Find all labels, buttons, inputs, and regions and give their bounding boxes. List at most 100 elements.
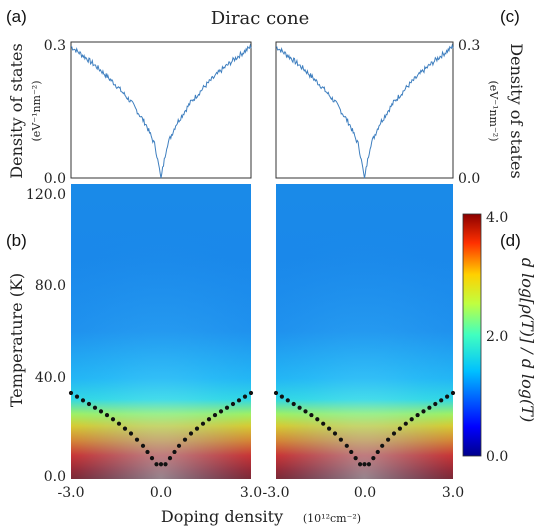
overlay-point — [397, 426, 402, 431]
heat-ytick-40: 40.0 — [35, 370, 66, 386]
dos-a-ytick-bottom: 0.0 — [44, 171, 66, 187]
xlabel-doping: Doping density — [161, 507, 283, 526]
overlay-point — [134, 437, 140, 442]
overlay-point — [309, 412, 314, 418]
overlay-point — [375, 449, 380, 455]
overlay-point — [172, 449, 177, 455]
overlay-point — [439, 398, 444, 403]
overlay-point — [116, 421, 122, 426]
panel-label-d: (d) — [500, 231, 521, 250]
overlay-point — [303, 409, 308, 414]
colorbar-label: d log[ρ(T)] / d log(T) — [518, 258, 537, 422]
overlay-point — [248, 390, 254, 396]
overlay-point — [194, 426, 200, 431]
overlay-point — [74, 394, 80, 399]
heatmap-panel-b: 120.0 80.0 40.0 0.0 Temperature (K) -3.0… — [7, 184, 262, 501]
heat-d-xtick-mid: 0.0 — [354, 485, 376, 501]
overlay-point — [188, 431, 194, 436]
overlay-point — [403, 421, 408, 426]
overlay-point — [140, 443, 146, 448]
overlay-point — [371, 456, 376, 461]
figure-title: Dirac cone — [211, 8, 310, 29]
overlay-point — [212, 412, 218, 418]
heat-d-xtick-left: -3.0 — [263, 485, 290, 501]
overlay-point — [163, 462, 168, 467]
overlay-point — [421, 409, 426, 414]
overlay-point — [315, 417, 320, 422]
overlay-point — [391, 431, 397, 436]
panel-label-b: (b) — [6, 231, 27, 250]
overlay-point — [380, 443, 385, 448]
panel-label-c: (c) — [500, 7, 520, 26]
xlabel-doping-unit: (10¹²cm⁻²) — [303, 512, 361, 525]
colorbar-tick-0: 0.0 — [486, 449, 508, 465]
overlay-point — [86, 401, 92, 407]
dos-a-ylabel: Density of states — [7, 43, 26, 178]
overlay-point — [145, 449, 150, 455]
heatmap-panel-d: -3.0 0.0 3.0 — [263, 184, 464, 501]
overlay-point — [230, 401, 236, 407]
overlay-point — [200, 421, 206, 426]
overlay-point — [206, 417, 212, 422]
overlay-point — [80, 398, 86, 403]
overlay-point — [242, 394, 248, 399]
overlay-point — [167, 456, 173, 461]
overlay-point — [149, 456, 155, 461]
panel-label-a: (a) — [6, 7, 27, 26]
overlay-point — [321, 421, 326, 426]
heat-b-xtick-right: 3.0 — [240, 485, 262, 501]
overlay-point — [182, 437, 188, 442]
overlay-point — [273, 390, 279, 396]
overlay-point — [218, 409, 224, 414]
overlay-point — [236, 398, 242, 403]
overlay-point — [344, 443, 349, 448]
overlay-point — [415, 412, 420, 418]
overlay-point — [98, 409, 104, 414]
heat-ytick-80: 80.0 — [35, 278, 66, 294]
heat-ytick-0: 0.0 — [44, 469, 66, 485]
overlay-point — [279, 394, 284, 399]
overlay-point — [297, 405, 302, 410]
dos-series-line-a — [70, 43, 252, 179]
overlay-point — [433, 401, 438, 407]
overlay-points-d — [273, 390, 456, 467]
overlay-point — [349, 449, 354, 455]
dos-series-line-c — [275, 43, 454, 179]
dos-panel-a: 0.3 0.0 Density of states (eV⁻¹nm⁻²) — [7, 38, 252, 187]
overlay-point — [122, 426, 128, 431]
overlay-point — [224, 405, 230, 410]
overlay-point — [104, 412, 110, 418]
overlay-point — [291, 401, 296, 407]
overlay-point — [445, 394, 450, 399]
overlay-point — [362, 462, 367, 467]
dos-a-ylabel-unit: (eV⁻¹nm⁻²) — [30, 81, 43, 142]
overlay-point — [366, 462, 372, 467]
overlay-point — [285, 398, 290, 403]
overlay-point — [409, 417, 414, 422]
colorbar-tick-2: 2.0 — [486, 329, 508, 345]
dos-panel-c: 0.3 0.0 Density of states (eV⁻¹nm⁻²) — [275, 38, 526, 187]
overlay-point — [386, 437, 391, 442]
overlay-point — [110, 417, 116, 422]
overlay-point — [338, 437, 343, 442]
colorbar: 4.0 2.0 0.0 d log[ρ(T)] / d log(T) — [462, 210, 537, 465]
heat-ytick-120: 120.0 — [26, 187, 66, 203]
overlay-point — [154, 462, 159, 467]
overlay-point — [332, 431, 338, 436]
heat-b-xtick-left: -3.0 — [58, 485, 85, 501]
overlay-points-b — [68, 390, 254, 467]
dos-a-ytick-top: 0.3 — [44, 38, 66, 54]
overlay-point — [353, 456, 358, 461]
colorbar-tick-4: 4.0 — [486, 210, 508, 226]
heat-ylabel: Temperature (K) — [7, 273, 26, 407]
overlay-point — [327, 426, 332, 431]
dos-c-ytick-bottom: 0.0 — [458, 171, 480, 187]
dos-c-ytick-top: 0.3 — [458, 38, 480, 54]
overlay-point — [92, 405, 98, 410]
heat-d-xtick-right: 3.0 — [442, 485, 464, 501]
heat-b-xtick-mid: 0.0 — [150, 485, 172, 501]
dos-c-ylabel: Density of states — [507, 43, 526, 178]
overlay-point — [450, 390, 456, 396]
overlay-point — [158, 462, 164, 467]
